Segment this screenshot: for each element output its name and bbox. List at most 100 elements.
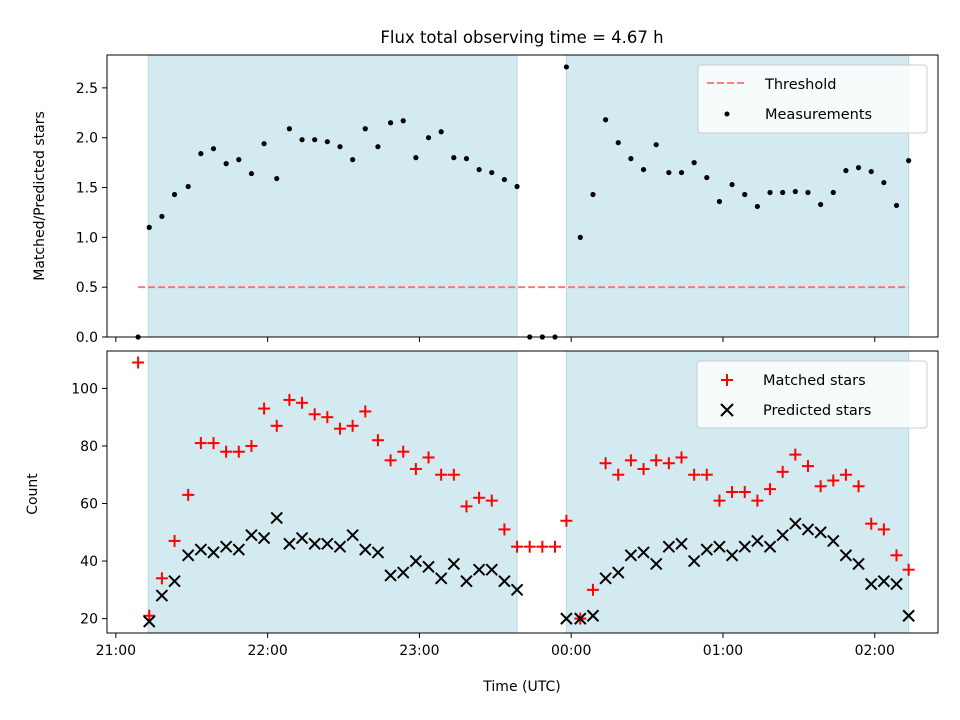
predicted-star-point [789, 517, 802, 530]
predicted-star-point [510, 583, 524, 597]
y-tick-label: 1.0 [76, 230, 98, 246]
measurement-point [590, 191, 596, 198]
measurement-point [881, 179, 887, 186]
predicted-star-point [409, 554, 423, 568]
matched-star-point [612, 468, 625, 481]
x-tick-label: 22:00 [247, 643, 287, 659]
chart-title: Flux total observing time = 4.67 h [380, 28, 663, 47]
predicted-star-point [333, 540, 347, 553]
measurement-point [159, 213, 165, 220]
predicted-star-point [447, 557, 461, 571]
measurement-point [223, 161, 229, 167]
matched-star-point [877, 523, 890, 536]
predicted-star-point [143, 615, 156, 628]
x-tick-label: 01:00 [703, 643, 743, 659]
matched-star-point [333, 422, 346, 435]
predicted-star-point [498, 574, 511, 588]
predicted-star-point [751, 534, 764, 548]
predicted-star-point [902, 609, 915, 622]
matched-star-point [738, 486, 751, 498]
predicted-star-point [675, 537, 688, 551]
predicted-star-point [560, 612, 573, 625]
predicted-star-point [814, 526, 827, 539]
measurement-point [603, 117, 609, 123]
measurement-point [438, 129, 444, 135]
measurement-point [640, 166, 647, 173]
predicted-star-point [586, 609, 600, 622]
measurement-point [893, 202, 900, 209]
measurement-point [375, 144, 381, 150]
measurement-point [653, 142, 659, 148]
predicted-star-point [257, 531, 271, 545]
predicted-star-point [801, 523, 815, 536]
measurement-point [274, 175, 280, 182]
predicted-star-point [763, 540, 777, 553]
predicted-star-point [283, 537, 296, 551]
matched-star-point [283, 393, 296, 406]
top-panel-frame [106, 54, 939, 338]
legend-threshold-label: Threshold [764, 77, 836, 93]
measurement-point [400, 118, 406, 124]
matched-star-point [865, 517, 878, 530]
matched-star-point [447, 468, 460, 481]
measurement-point [387, 120, 394, 126]
predicted-star-point [624, 549, 638, 562]
predicted-star-point [877, 574, 891, 588]
measurement-point [413, 155, 419, 161]
measurement-point [666, 169, 672, 176]
measurement-point [830, 189, 836, 196]
predicted-star-point [168, 574, 181, 588]
matched-star-point [485, 494, 498, 507]
matched-star-point [460, 500, 473, 513]
matched-star-point [599, 457, 612, 470]
measurement-point [146, 224, 152, 230]
measurement-point [299, 137, 305, 143]
top-legend-box [697, 64, 928, 134]
matched-star-point [764, 483, 777, 496]
legend-matched-swatch [721, 374, 733, 386]
measurement-point [476, 166, 482, 173]
matched-star-point [789, 448, 802, 461]
matched-star-point [801, 460, 814, 473]
measurement-point [563, 64, 569, 70]
legend-predicted-swatch [720, 403, 734, 417]
predicted-star-point [181, 549, 195, 562]
bottom-legend-box [696, 360, 928, 429]
matched-star-point [168, 534, 181, 547]
predicted-star-point [384, 569, 397, 582]
measurement-point [185, 183, 191, 190]
measurement-point [312, 137, 318, 143]
measurement-point [514, 183, 520, 190]
measurement-point [678, 169, 685, 176]
predicted-star-point [397, 566, 410, 579]
predicted-star-point [308, 537, 321, 551]
measurement-point [248, 170, 255, 177]
predicted-star-point [700, 543, 713, 556]
predicted-star-point [472, 563, 486, 576]
matched-star-point [726, 486, 739, 498]
top-legend: Threshold Measurements [697, 64, 928, 134]
predicted-star-point [662, 540, 676, 553]
matched-star-point [346, 419, 359, 432]
matched-star-point [852, 480, 865, 493]
matched-star-point [359, 405, 372, 418]
measurement-point [489, 169, 495, 176]
predicted-star-point [232, 543, 246, 556]
measurement-point [805, 189, 811, 196]
predicted-star-point [155, 589, 169, 602]
matched-star-point [258, 402, 271, 415]
bottom-legend: Matched stars Predicted stars [696, 360, 928, 429]
matched-star-point [473, 491, 486, 504]
matched-star-point [890, 549, 903, 562]
matched-star-point [498, 523, 511, 536]
matched-star-point [662, 457, 675, 470]
matched-star-point [409, 462, 422, 475]
matched-star-point [650, 454, 663, 467]
matched-star-point [511, 540, 524, 553]
matched-star-point [624, 454, 637, 467]
matched-star-point [308, 408, 321, 421]
y-tick-label: 100 [71, 381, 98, 397]
measurement-point [742, 191, 748, 198]
matched-star-point [270, 419, 283, 432]
